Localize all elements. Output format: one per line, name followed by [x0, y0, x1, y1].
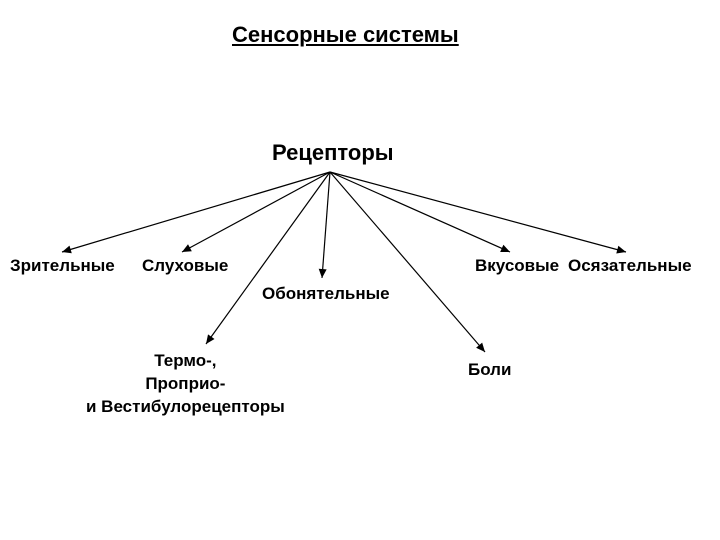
diagram-subtitle: Рецепторы — [272, 140, 394, 166]
title-text: Сенсорные системы — [232, 22, 459, 47]
label-pain-text: Боли — [468, 360, 511, 379]
label-thermo-line1: Термо-, — [86, 350, 285, 373]
label-olfactory-text: Обонятельные — [262, 284, 390, 303]
label-pain: Боли — [468, 360, 511, 380]
label-taste: Вкусовые — [475, 256, 559, 276]
label-thermo-line2: Проприо- — [86, 373, 285, 396]
label-thermo: Термо-, Проприо- и Вестибулорецепторы — [86, 350, 285, 419]
label-olfactory: Обонятельные — [262, 284, 390, 304]
label-visual: Зрительные — [10, 256, 115, 276]
subtitle-text: Рецепторы — [272, 140, 394, 165]
label-tactile-text: Осязательные — [568, 256, 692, 275]
label-visual-text: Зрительные — [10, 256, 115, 275]
label-thermo-line3: и Вестибулорецепторы — [86, 396, 285, 419]
label-taste-text: Вкусовые — [475, 256, 559, 275]
label-auditory: Слуховые — [142, 256, 228, 276]
diagram-title: Сенсорные системы — [232, 22, 459, 48]
label-auditory-text: Слуховые — [142, 256, 228, 275]
label-tactile: Осязательные — [568, 256, 692, 276]
